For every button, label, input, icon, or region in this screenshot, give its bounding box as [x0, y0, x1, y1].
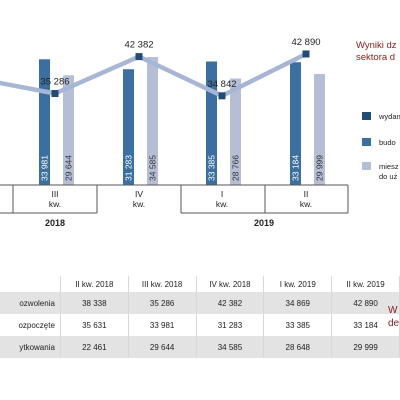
table-row: ytkowania 22 461 29 644 34 585 28 648 29…: [0, 336, 400, 358]
line-value-label: 42 382: [124, 40, 153, 51]
table-header-row: II kw. 2018 III kw. 2018 IV kw. 2018 I k…: [0, 276, 400, 292]
x-tick-label: kw.: [216, 199, 228, 209]
line-point: [135, 53, 143, 61]
line-value-label: 34 842: [207, 79, 236, 90]
bar-value-label: 29 644: [64, 155, 74, 181]
table-row: ozpoczęte 35 631 33 981 31 283 33 385 33…: [0, 314, 400, 336]
table-column-header: I kw. 2019: [263, 276, 333, 292]
x-tick-label: kw.: [49, 199, 61, 209]
bar-light: [314, 74, 325, 185]
bar-light: [230, 78, 241, 185]
table-column-header: II kw. 2018: [60, 276, 129, 292]
legend-label: wydan: [379, 112, 400, 121]
table-cell: 33 184: [331, 314, 400, 336]
table-corner: [0, 276, 61, 292]
bar-dark: [290, 62, 301, 185]
chart-side-title: Wyniki dz sektora d: [356, 40, 397, 64]
table-cell: 31 283: [196, 314, 265, 336]
table-cell: 42 890: [331, 292, 400, 314]
year-label: 2019: [254, 218, 274, 228]
table-side-title: W de: [388, 304, 399, 330]
line-point: [218, 92, 226, 100]
side-title-line: sektora d: [356, 52, 396, 63]
x-tick-label: II: [304, 189, 309, 199]
table-cell: 33 385: [263, 314, 333, 336]
table-cell: 35 631: [60, 314, 129, 336]
table-cell: 35 286: [128, 292, 197, 314]
table-column-header: IV kw. 2018: [196, 276, 265, 292]
table-cell: 29 999: [331, 336, 400, 358]
table-cell: 28 648: [263, 336, 333, 358]
table-cell: 42 382: [196, 292, 265, 314]
table-cell: 34 585: [196, 336, 265, 358]
legend-label: budo: [379, 138, 396, 147]
legend-label: do uż: [379, 172, 398, 181]
legend-swatch: [362, 112, 371, 120]
bar-dark: [206, 61, 217, 186]
data-table: II kw. 2018 III kw. 2018 IV kw. 2018 I k…: [0, 276, 400, 358]
table-cell: 33 981: [128, 314, 197, 336]
bar-dark: [39, 59, 50, 186]
row-label: ytkowania: [0, 336, 61, 358]
bar-value-label: 33 184: [291, 155, 301, 181]
table-cell: 29 644: [128, 336, 197, 358]
line-value-label: 42 890: [291, 37, 320, 48]
line-point: [51, 90, 59, 98]
legend-swatch: [362, 138, 371, 146]
x-tick-label: I: [221, 189, 223, 199]
row-label: ozpoczęte: [0, 314, 61, 336]
legend-label: miesz: [379, 162, 399, 171]
table-side-line: de: [388, 318, 400, 329]
legend-swatch: [362, 162, 371, 170]
x-tick-label: kw.: [133, 199, 145, 209]
bar-dark: [123, 69, 134, 185]
table-cell: 34 869: [263, 292, 333, 314]
x-tick-label: kw.: [300, 199, 312, 209]
bar-value-label: 31 283: [124, 155, 134, 181]
bar-value-label: 34 585: [148, 155, 158, 181]
year-label: 2018: [45, 218, 65, 228]
bar-light: [63, 75, 74, 185]
line-point: [302, 50, 310, 58]
table-cell: 22 461: [60, 336, 129, 358]
table-side-line: W: [388, 305, 398, 316]
table-column-header: III kw. 2018: [128, 276, 197, 292]
line-value-label: 35 286: [40, 77, 69, 88]
row-label: ozwolenia: [0, 292, 61, 314]
bar-value-label: 33 981: [40, 155, 50, 181]
side-title-line: Wyniki dz: [356, 40, 397, 51]
bar-light: [147, 57, 158, 185]
table-column-header: II kw. 2019: [331, 276, 400, 292]
table-row: ozwolenia 38 338 35 286 42 382 34 869 42…: [0, 292, 400, 314]
chart-area: 33 981 31 283 33 385 33 184 29 644 34 585 28 7…: [0, 37, 349, 228]
x-tick-label: III: [51, 189, 58, 199]
table-cell: 38 338: [60, 292, 129, 314]
bar-value-label: 28 766: [231, 155, 241, 181]
x-tick-label: IV: [135, 189, 143, 199]
bar-value-label: 33 385: [207, 155, 217, 181]
bar-value-label: 29 999: [315, 155, 325, 181]
